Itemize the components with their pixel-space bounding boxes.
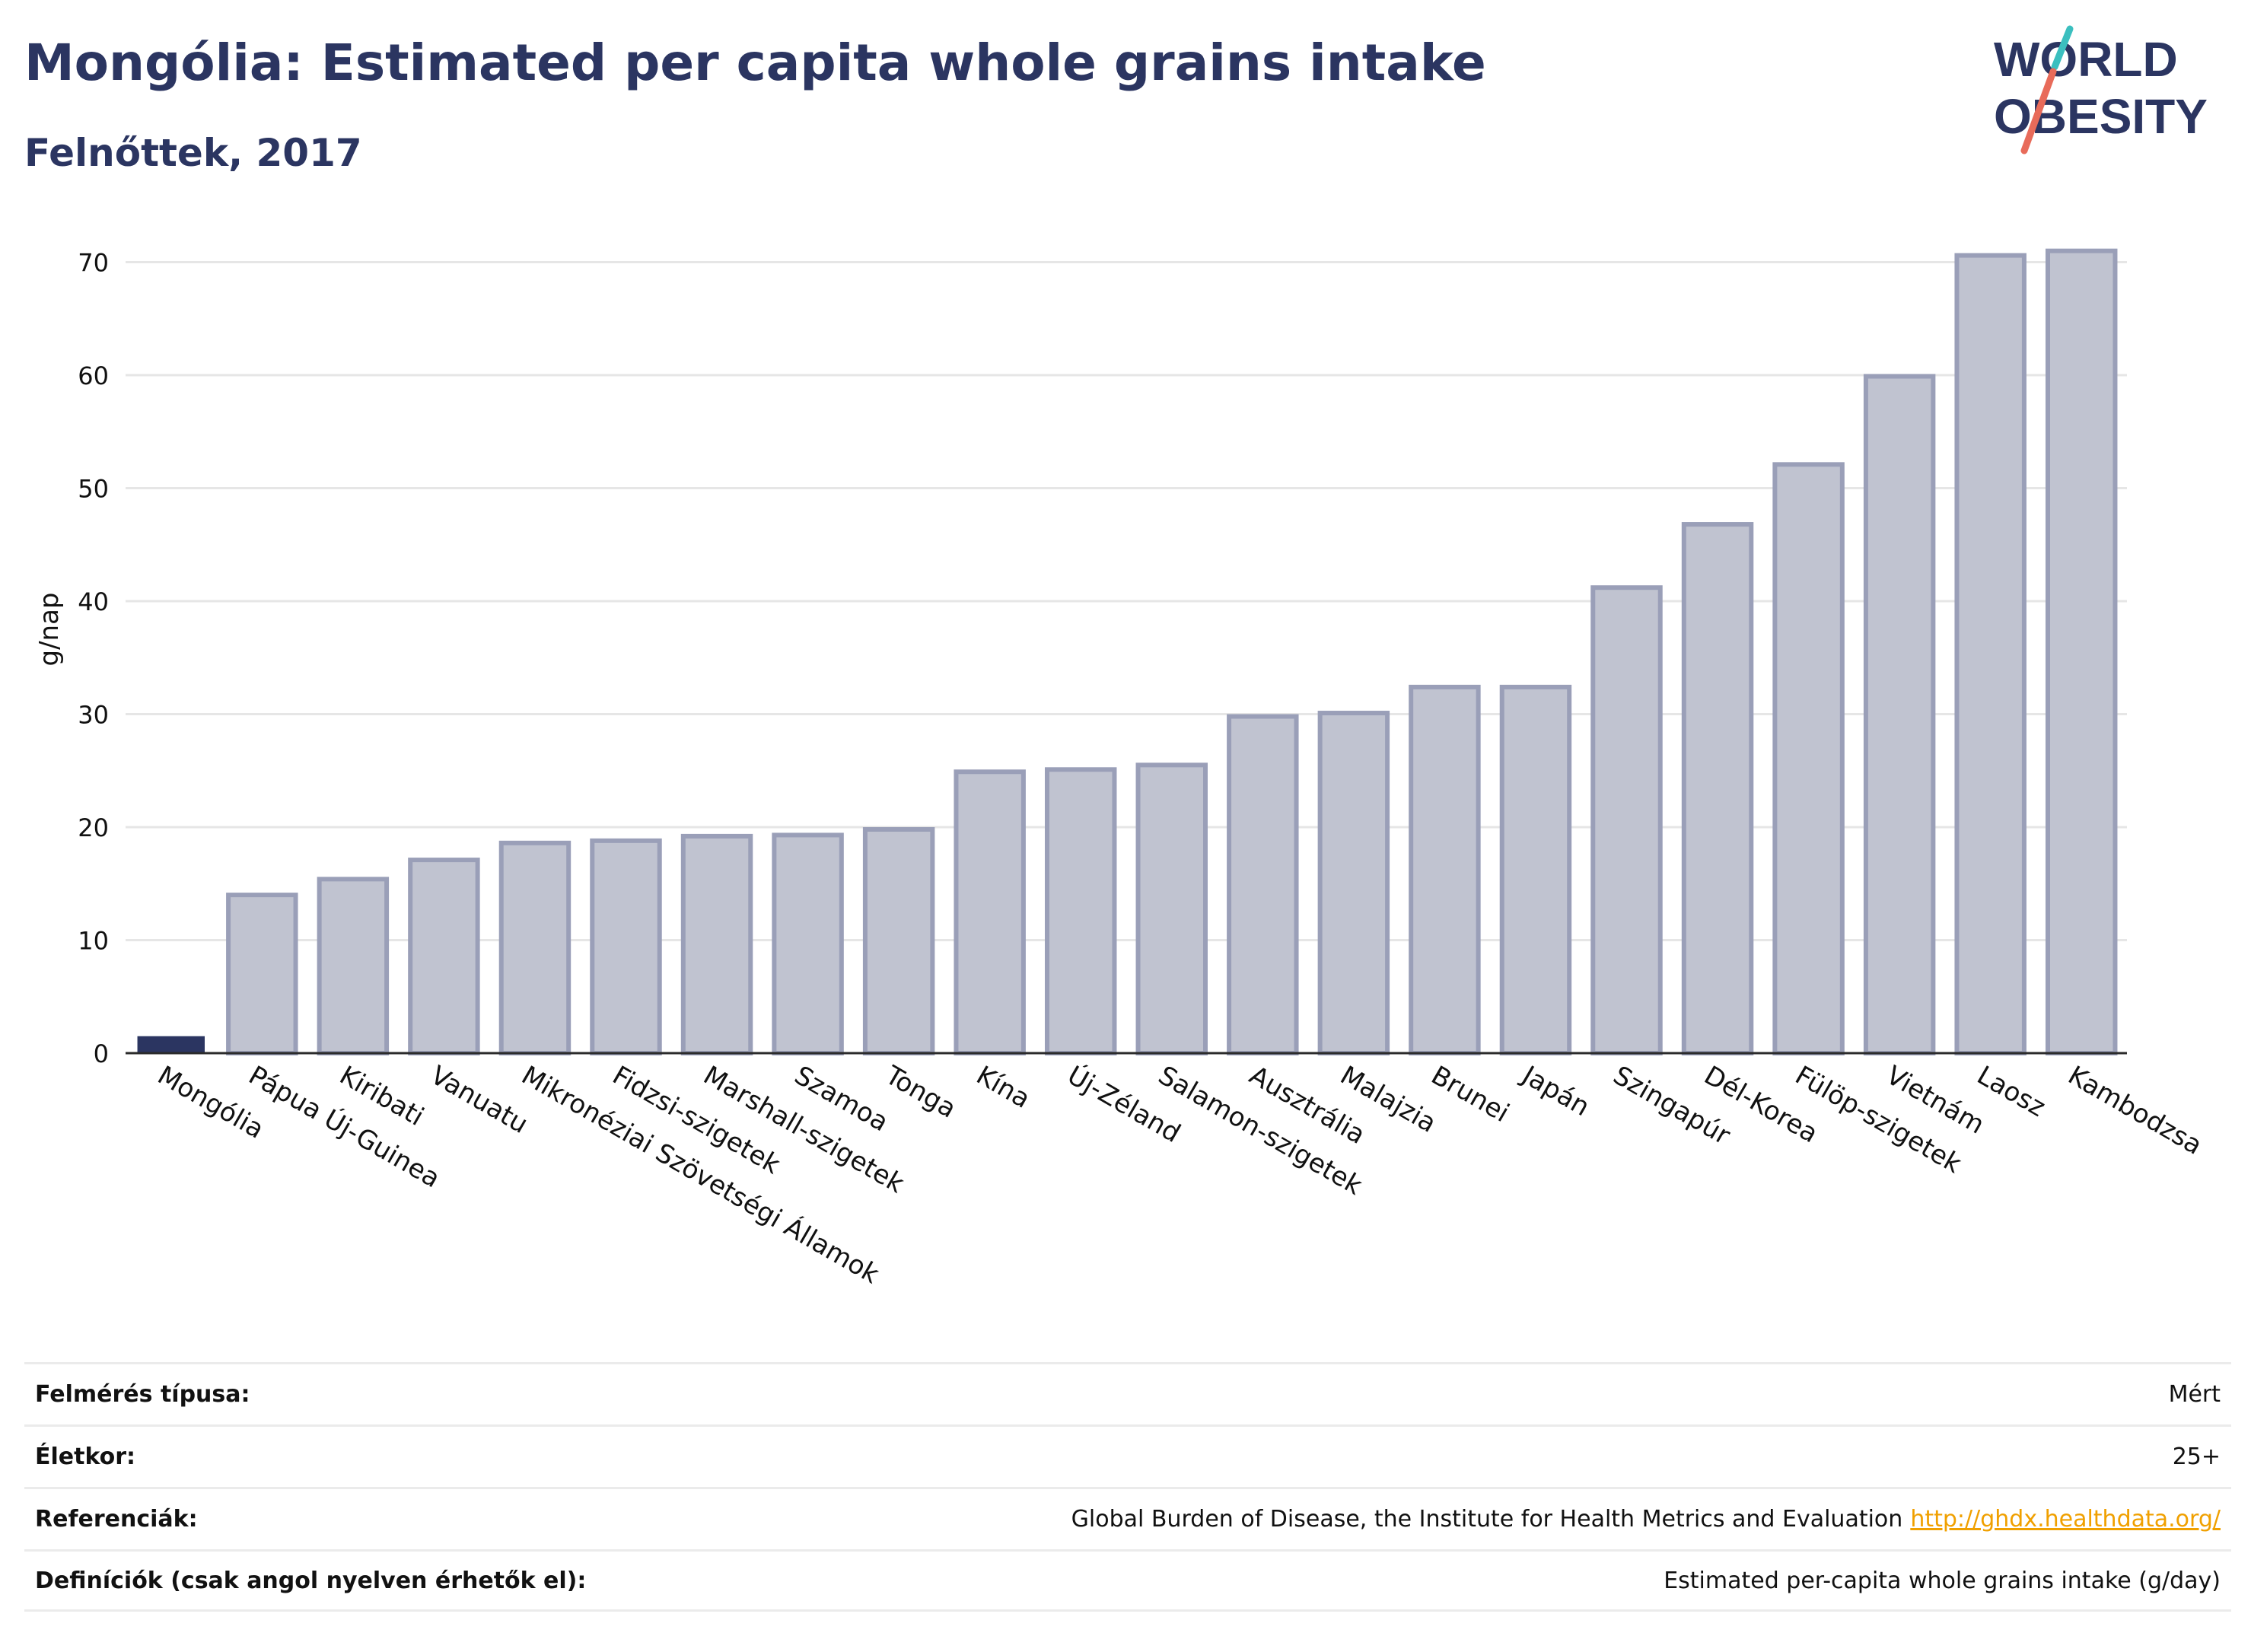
x-tick-label: Vanuatu [425,1060,533,1140]
logo-slash-teal [2051,25,2074,71]
bar[interactable] [1409,684,1481,1055]
bar[interactable] [408,858,480,1055]
y-tick-label: 0 [94,1039,109,1068]
bar[interactable] [1681,522,1754,1055]
bar[interactable] [1590,585,1663,1055]
bar[interactable] [1135,762,1208,1055]
info-label: Életkor: [35,1444,136,1470]
bar[interactable] [862,826,935,1055]
bar[interactable] [226,893,298,1056]
bar[interactable] [680,833,753,1056]
info-row-age: Életkor: 25+ [24,1424,2231,1487]
y-tick-label: 20 [78,813,109,842]
bar[interactable] [1499,684,1572,1055]
bar[interactable] [1772,462,1845,1055]
chart-title: Mongólia: Estimated per capita whole gra… [24,33,1486,92]
bar[interactable] [1954,253,2027,1056]
info-label: Felmérés típusa: [35,1381,250,1408]
reference-link[interactable]: http://ghdx.healthdata.org/ [1910,1506,2221,1533]
chart-subtitle: Felnőttek, 2017 [24,131,362,175]
x-tick-label: Kína [971,1060,1035,1115]
y-tick-label: 50 [78,475,109,504]
x-tick-label: Brunei [1426,1060,1514,1128]
info-label: Referenciák: [35,1506,198,1533]
info-label: Definíciók (csak angol nyelven érhetők e… [35,1567,587,1594]
world-obesity-logo: WORLD OBESITY [1994,25,2208,154]
y-tick-label: 30 [78,701,109,730]
x-tick-label: Tonga [880,1060,961,1125]
info-value: 25+ [2172,1444,2221,1470]
y-tick-label: 60 [78,361,109,390]
info-value: Mért [2168,1381,2221,1408]
bar[interactable] [1863,374,1936,1056]
bar[interactable] [498,840,572,1055]
bar[interactable] [954,769,1026,1056]
info-table: Felmérés típusa: Mért Életkor: 25+ Refer… [24,1362,2231,1612]
y-tick-labels: 0 10 20 30 40 50 60 70 [78,249,109,1068]
y-axis-label: g/nap [34,592,65,666]
bars [137,248,2118,1056]
bar[interactable] [2045,248,2118,1056]
info-value-with-link: Global Burden of Disease, the Institute … [1071,1506,2221,1533]
x-tick-label: Japán [1516,1059,1595,1122]
info-row-survey-type: Felmérés típusa: Mért [24,1362,2231,1424]
info-row-references: Referenciák: Global Burden of Disease, t… [24,1487,2231,1549]
logo-line1: WORLD [1994,32,2178,87]
info-row-definitions: Definíciók (csak angol nyelven érhetők e… [24,1549,2231,1612]
bar[interactable] [137,1036,205,1053]
y-tick-label: 40 [78,587,109,616]
bar[interactable] [1317,711,1390,1056]
bar[interactable] [317,877,390,1056]
bar[interactable] [590,838,662,1055]
bar[interactable] [1227,714,1299,1055]
x-tick-label: Kambodzsa [2063,1060,2208,1161]
info-value: Estimated per-capita whole grains intake… [1664,1567,2221,1594]
bar[interactable] [1044,767,1117,1055]
y-tick-label: 70 [78,249,109,278]
y-tick-label: 10 [78,927,109,956]
bar[interactable] [772,832,844,1055]
reference-text: Global Burden of Disease, the Institute … [1071,1506,1903,1533]
logo-slash-coral [2020,68,2057,154]
